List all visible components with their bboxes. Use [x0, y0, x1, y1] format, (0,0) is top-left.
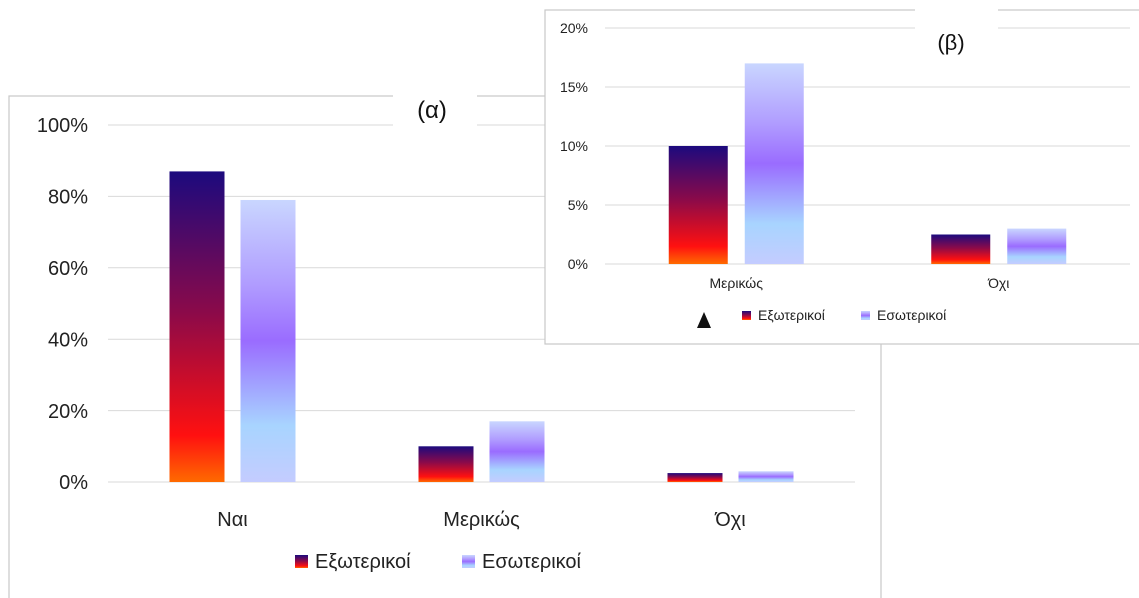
x-category-label: Ναι [217, 509, 247, 531]
y-tick-label: 80% [48, 187, 88, 209]
y-tick-label: 20% [48, 401, 88, 423]
chart-title: (α) [417, 97, 447, 124]
legend-swatch [462, 555, 475, 568]
y-tick-label: 20% [560, 20, 588, 36]
title-background [393, 86, 477, 126]
y-tick-label: 15% [560, 79, 588, 95]
legend-label: Εσωτερικοί [877, 307, 946, 323]
title-background [915, 0, 998, 60]
chart-title: (β) [937, 30, 964, 55]
x-category-label: Όχι [714, 509, 745, 531]
legend-swatch [742, 311, 751, 320]
y-tick-label: 100% [37, 115, 88, 137]
x-category-label: Όχι [987, 275, 1009, 291]
bar-internal [1007, 228, 1067, 264]
chart-frame [544, 9, 1139, 345]
legend-swatch [295, 555, 308, 568]
bar-external [668, 146, 728, 264]
bar-external [169, 171, 225, 482]
y-tick-label: 5% [568, 197, 588, 213]
x-category-label: Μερικώς [443, 509, 520, 531]
bar-external [931, 234, 991, 264]
bar-internal [489, 421, 545, 482]
x-category-label: Μερικώς [710, 275, 764, 291]
legend-label: Εξωτερικοί [758, 307, 825, 323]
y-tick-label: 60% [48, 258, 88, 280]
bar-external [667, 473, 723, 482]
legend-label: Εξωτερικοί [315, 551, 411, 573]
legend-label: Εσωτερικοί [482, 551, 582, 573]
legend-swatch [861, 311, 870, 320]
chart-panel-b: 0% 5% 10% 15% 20% Μερικώς Όχι (β) Εξωτερικοί Εσωτ… [544, 0, 1139, 345]
cursor-icon [697, 312, 711, 328]
bar-internal [744, 63, 804, 265]
bar-internal [738, 471, 794, 482]
bar-external [418, 446, 474, 482]
y-tick-label: 0% [59, 472, 88, 494]
bar-internal [240, 199, 296, 482]
y-tick-label: 0% [568, 256, 588, 272]
y-tick-label: 40% [48, 329, 88, 351]
y-tick-label: 10% [560, 138, 588, 154]
